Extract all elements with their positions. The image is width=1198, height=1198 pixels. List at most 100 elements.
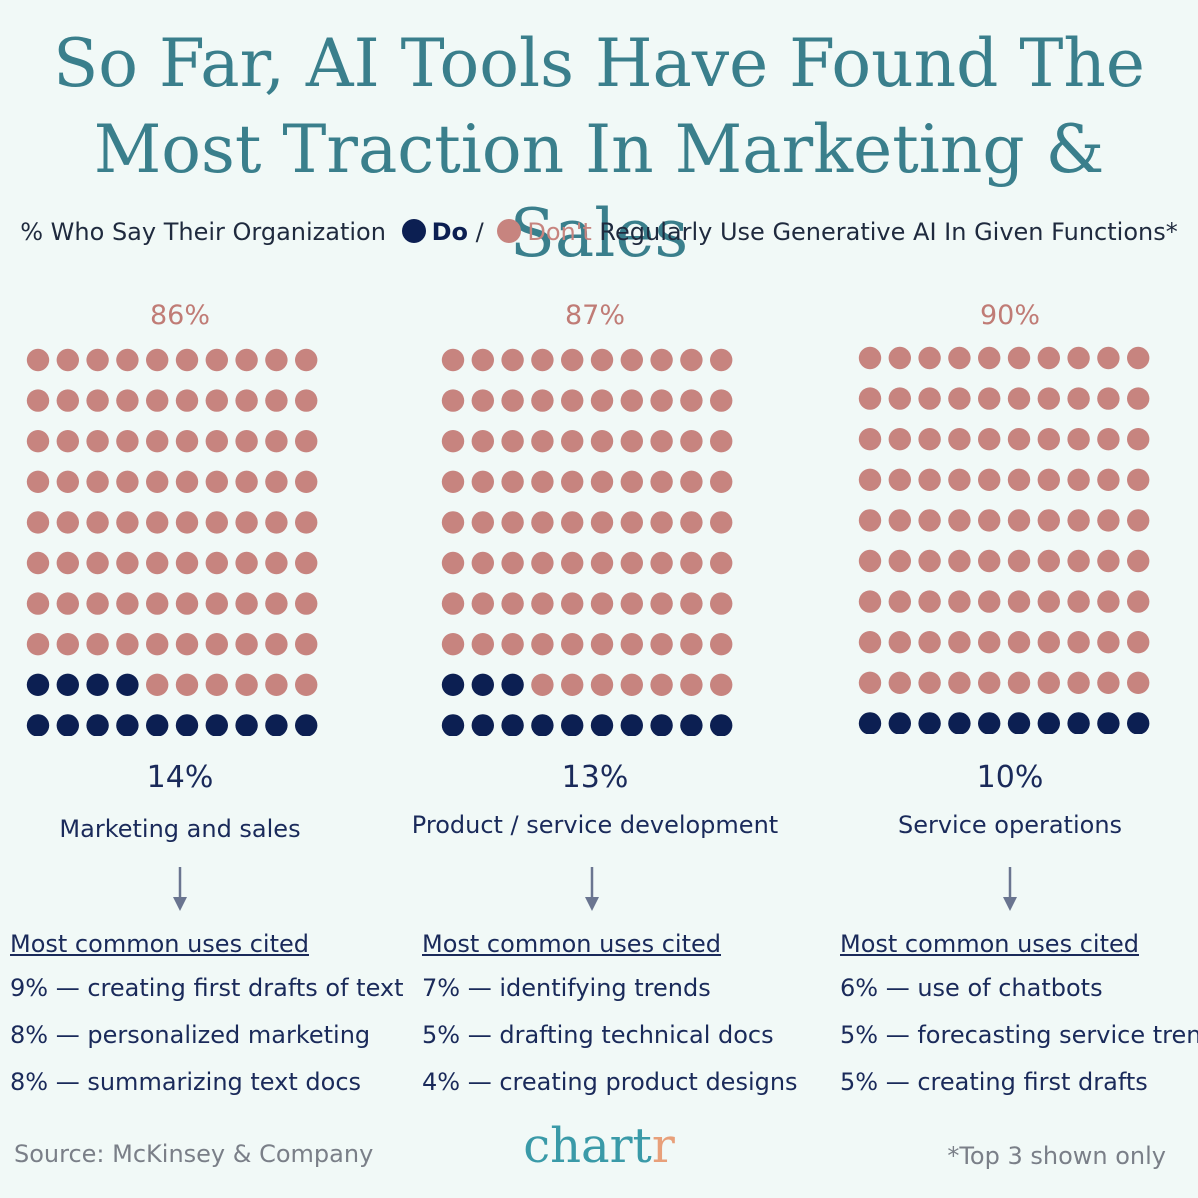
dont-dot <box>56 348 80 372</box>
do-dot <box>858 712 882 734</box>
do-percentage-label: 10% <box>976 760 1044 795</box>
do-dot <box>1007 712 1031 734</box>
dont-dot <box>948 671 971 694</box>
do-dot <box>978 712 1001 734</box>
dont-dot <box>26 430 50 453</box>
do-dot <box>86 673 109 696</box>
dont-dot <box>1067 346 1090 370</box>
dont-dot <box>650 430 673 453</box>
dont-dot <box>116 511 139 534</box>
dont-dot <box>858 428 882 451</box>
dont-dot <box>620 430 643 453</box>
dont-dot <box>710 389 733 412</box>
dont-dot <box>1097 468 1120 491</box>
uses-text: creating first drafts <box>917 1068 1148 1096</box>
dont-dot <box>978 631 1001 654</box>
dont-dot <box>1097 671 1120 694</box>
waffle-grid <box>395 346 795 736</box>
chart-title-line-1: So Far, AI Tools Have Found The <box>53 25 1145 102</box>
logo-accent: r <box>651 1118 675 1174</box>
dont-dot <box>650 633 673 656</box>
uses-text: creating first drafts of text <box>87 974 404 1002</box>
dont-dot <box>978 509 1001 532</box>
dont-percentage-label: 86% <box>149 300 210 331</box>
dont-dot <box>561 470 584 493</box>
dont-dot <box>590 430 614 453</box>
dont-dot <box>590 633 614 656</box>
dont-dot <box>561 430 584 453</box>
do-dot <box>56 673 80 696</box>
dont-dot <box>680 592 703 615</box>
dont-dot <box>265 551 288 575</box>
dont-dot <box>26 348 50 372</box>
uses-column-marketing: Most common uses cited 9% — creating fir… <box>10 930 404 1113</box>
dont-dot <box>146 551 169 575</box>
dont-dot <box>146 348 169 372</box>
dont-dot <box>1067 549 1090 573</box>
dont-dot <box>146 592 169 615</box>
dont-dot <box>680 633 703 656</box>
waffle-grid <box>0 346 380 736</box>
dont-dot <box>1097 631 1120 654</box>
uses-text: personalized marketing <box>87 1021 371 1049</box>
dont-dot <box>1037 509 1060 532</box>
dont-dot <box>620 389 643 412</box>
dont-dot <box>531 389 554 412</box>
do-dot <box>561 714 584 736</box>
dont-dot <box>978 346 1001 370</box>
dont-dot <box>888 428 911 451</box>
dont-dot <box>1007 346 1031 370</box>
dont-dot <box>1067 509 1090 532</box>
dont-dot <box>858 468 882 491</box>
do-dot <box>680 714 703 736</box>
dont-dot <box>590 673 614 696</box>
dont-dot <box>1127 590 1150 613</box>
dont-dot <box>471 511 494 534</box>
dont-dot <box>561 511 584 534</box>
dont-dot <box>1067 631 1090 654</box>
dont-dot <box>295 389 318 412</box>
dont-dot <box>710 511 733 534</box>
dont-dot <box>471 348 494 372</box>
dont-dot <box>650 470 673 493</box>
dont-dot <box>680 470 703 493</box>
dont-dot <box>888 590 911 613</box>
dont-dot <box>86 592 109 615</box>
dont-dot <box>265 633 288 656</box>
do-dot <box>620 714 643 736</box>
dont-dot <box>235 592 258 615</box>
dont-dot <box>620 633 643 656</box>
do-dot <box>590 714 614 736</box>
dont-dot <box>590 592 614 615</box>
dont-dot <box>1037 671 1060 694</box>
dont-dot <box>175 389 199 412</box>
dont-dot <box>888 509 911 532</box>
uses-text: forecasting service trends <box>917 1021 1198 1049</box>
dont-dot <box>501 551 524 575</box>
uses-heading: Most common uses cited <box>422 930 721 958</box>
do-dot <box>146 714 169 736</box>
uses-heading: Most common uses cited <box>10 930 309 958</box>
dont-dot <box>1037 631 1060 654</box>
dont-dot <box>978 468 1001 491</box>
dont-dot <box>650 511 673 534</box>
dont-dot <box>56 511 80 534</box>
dont-dot <box>175 430 199 453</box>
do-dot <box>471 714 494 736</box>
dont-dot <box>295 592 318 615</box>
dont-dot <box>858 631 882 654</box>
uses-text: use of chatbots <box>917 974 1103 1002</box>
do-dot <box>501 714 524 736</box>
dont-dot <box>295 551 318 575</box>
dont-dot <box>146 633 169 656</box>
uses-row: 5% — forecasting service trends <box>840 1019 1198 1066</box>
dont-dot <box>175 348 199 372</box>
dont-dot <box>1007 590 1031 613</box>
dont-dot <box>978 549 1001 573</box>
dont-dot <box>295 348 318 372</box>
dont-dot <box>26 551 50 575</box>
dont-dot <box>86 430 109 453</box>
dont-dot <box>56 470 80 493</box>
do-dot <box>710 714 733 736</box>
dont-dot <box>295 673 318 696</box>
